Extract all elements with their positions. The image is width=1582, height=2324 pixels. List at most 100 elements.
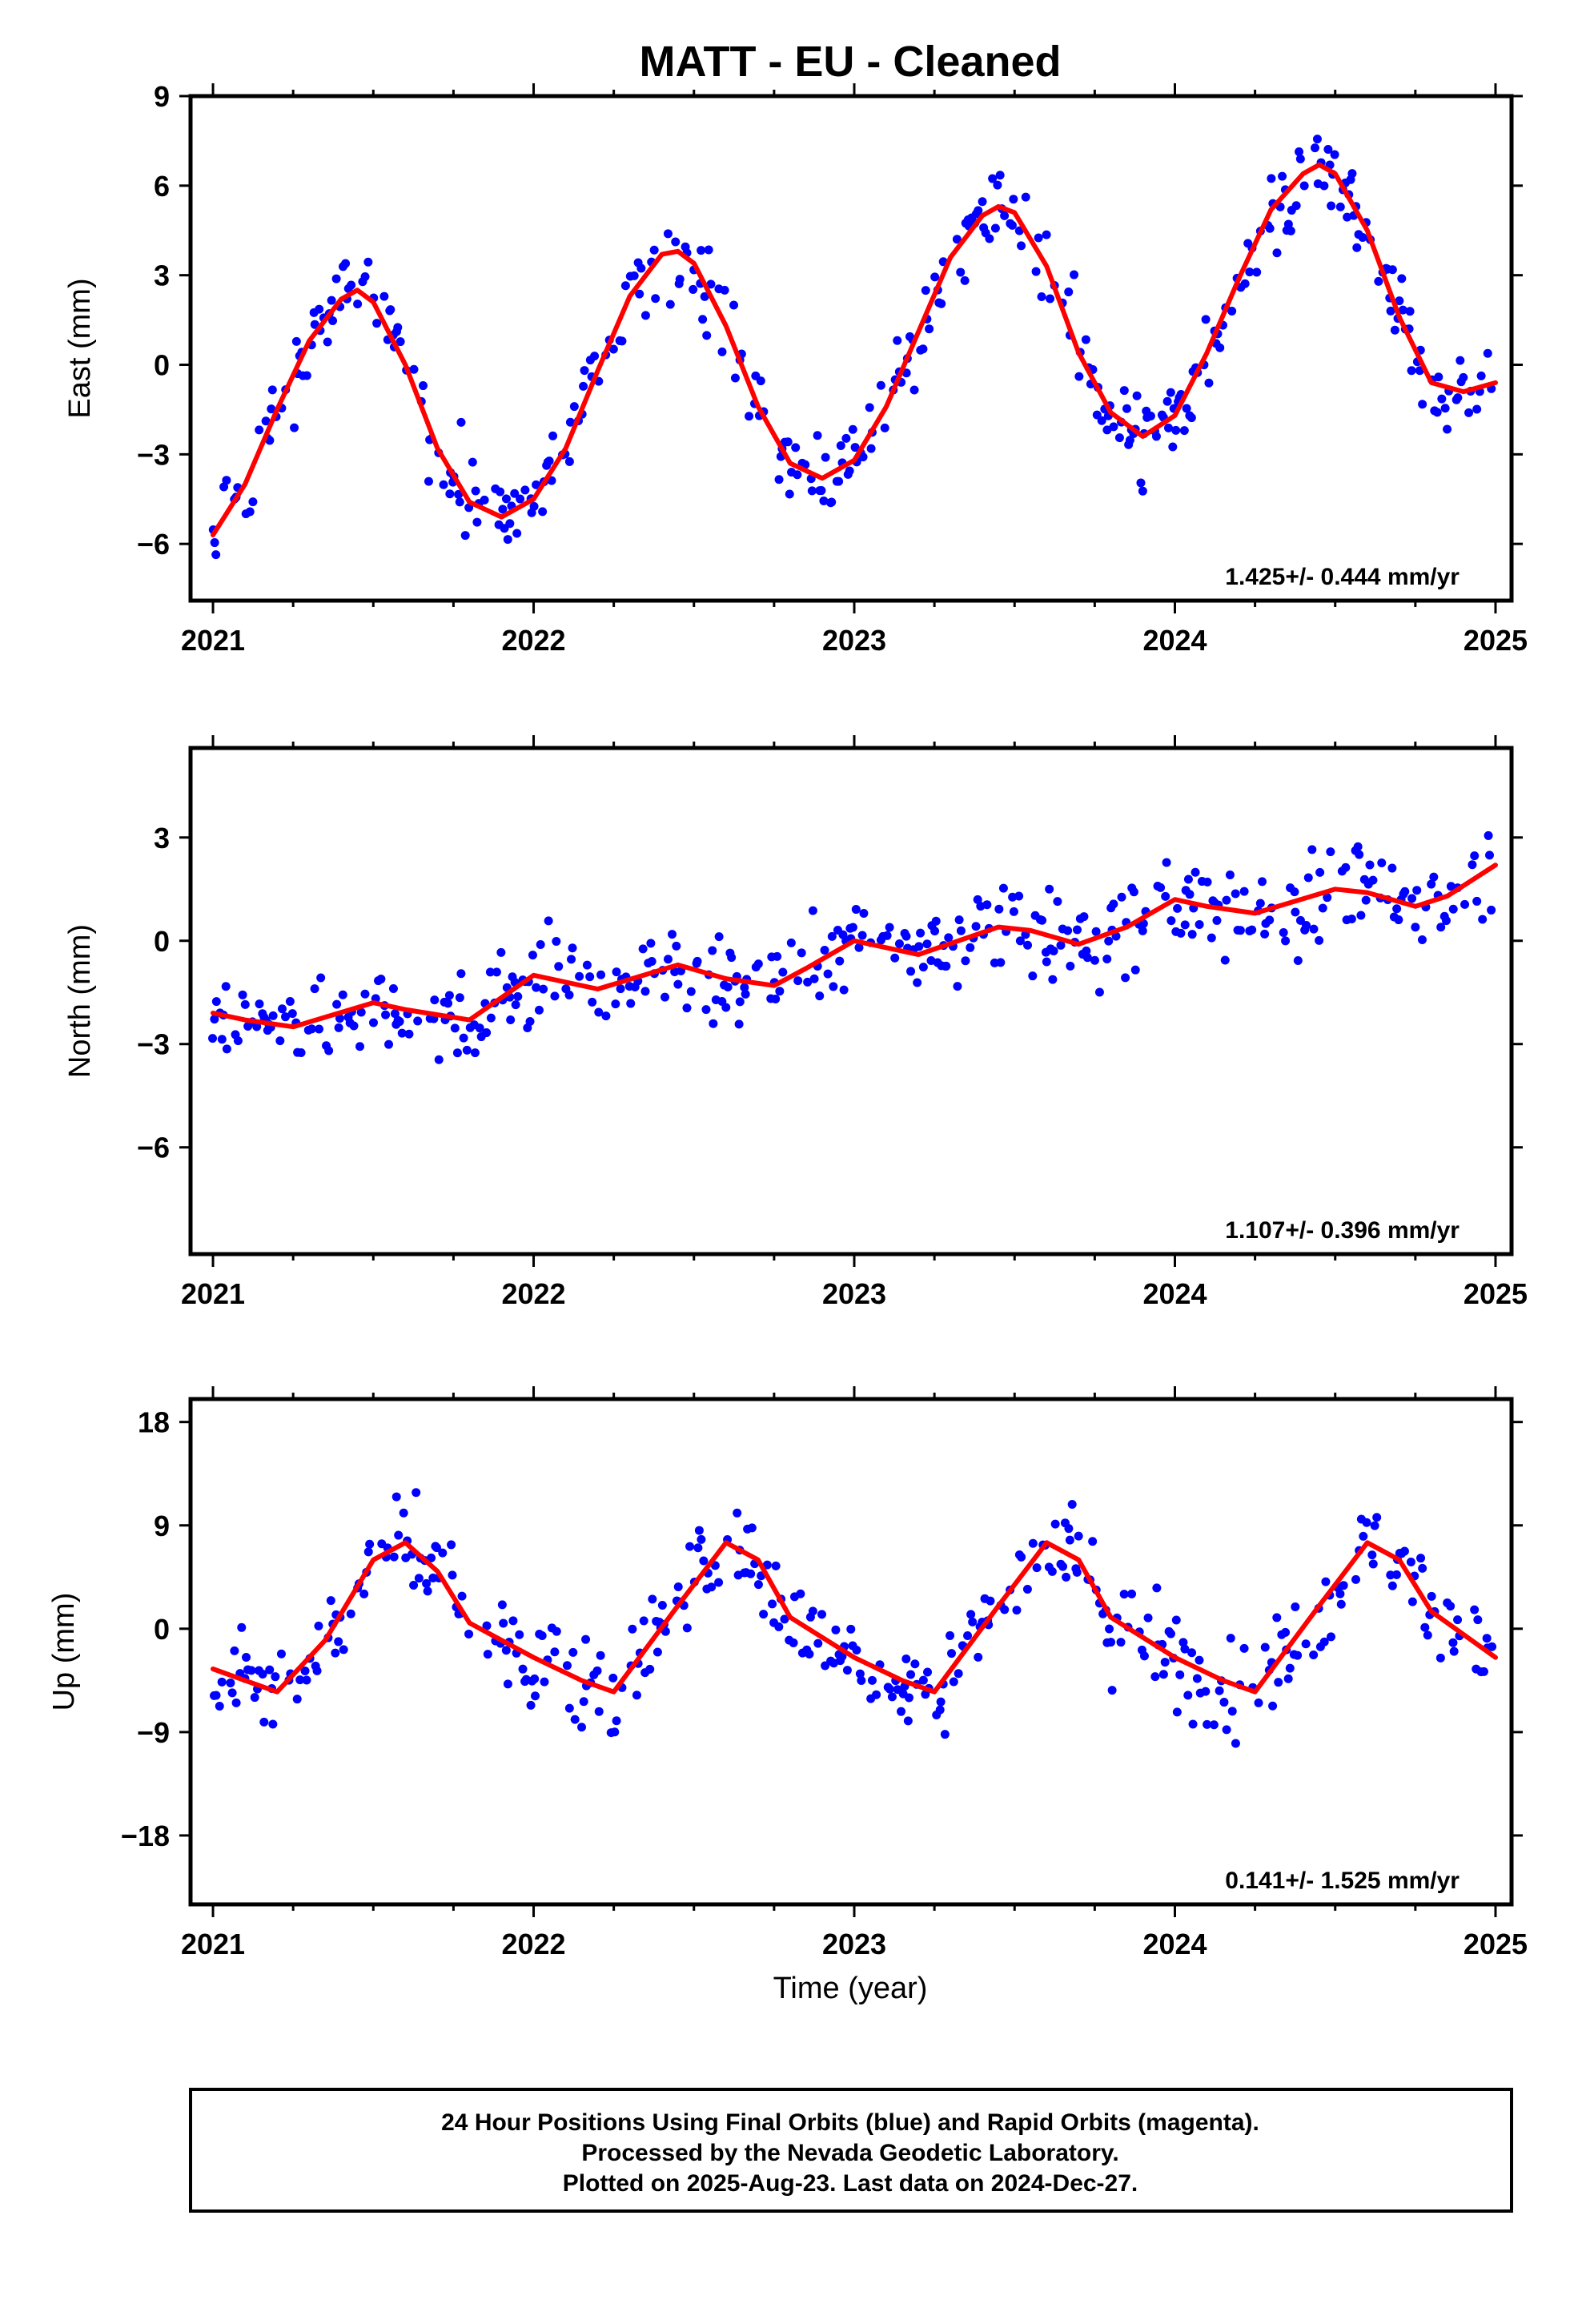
- data-point: [1319, 181, 1329, 191]
- data-layer: [208, 830, 1498, 1064]
- data-point: [1347, 915, 1356, 924]
- data-point: [698, 315, 708, 324]
- data-point: [1125, 436, 1134, 445]
- data-point: [880, 423, 889, 432]
- data-point: [1358, 232, 1367, 242]
- data-point: [1207, 933, 1216, 943]
- data-point: [404, 1029, 414, 1039]
- data-point: [651, 294, 661, 304]
- data-point: [1347, 169, 1357, 179]
- data-point: [882, 931, 892, 940]
- data-point: [454, 489, 464, 499]
- data-point: [973, 895, 982, 904]
- data-point: [640, 311, 650, 320]
- x-tick-label: 2022: [501, 1277, 565, 1310]
- data-point: [536, 939, 545, 949]
- data-point: [1047, 1566, 1057, 1576]
- data-point: [954, 915, 964, 925]
- y-tick-label: 9: [154, 80, 170, 113]
- data-point: [1252, 267, 1262, 277]
- data-point: [505, 519, 515, 529]
- data-point: [1398, 305, 1407, 315]
- data-point: [682, 1003, 692, 1013]
- data-point: [472, 517, 482, 527]
- data-point: [581, 1634, 591, 1644]
- data-point: [409, 1580, 419, 1590]
- data-point: [1031, 267, 1041, 276]
- data-point: [1464, 408, 1474, 417]
- data-point: [240, 999, 250, 1009]
- data-layer: [210, 1488, 1498, 1748]
- data-point: [226, 1678, 235, 1687]
- data-point: [645, 1664, 655, 1674]
- data-point: [503, 1679, 512, 1689]
- data-point: [506, 1015, 516, 1025]
- data-point: [1484, 830, 1493, 840]
- data-point: [1105, 1624, 1114, 1634]
- data-point: [456, 969, 466, 979]
- data-point: [1326, 847, 1335, 857]
- data-point: [326, 1596, 335, 1606]
- data-point: [412, 1488, 421, 1498]
- data-point: [210, 1015, 219, 1024]
- data-point: [1138, 926, 1147, 935]
- data-point: [267, 385, 277, 395]
- data-point: [291, 336, 301, 346]
- data-point: [1303, 873, 1313, 883]
- data-point: [1258, 877, 1267, 887]
- data-point: [1247, 925, 1257, 935]
- data-layer: [208, 135, 1498, 560]
- data-point: [250, 1693, 259, 1703]
- data-point: [492, 967, 501, 977]
- data-point: [501, 494, 511, 504]
- data-point: [268, 1011, 278, 1020]
- data-point: [1156, 883, 1166, 892]
- data-point: [1066, 961, 1075, 971]
- data-point: [277, 1004, 287, 1014]
- data-point: [1186, 413, 1196, 423]
- data-point: [211, 997, 221, 1007]
- data-point: [1260, 929, 1270, 939]
- data-point: [575, 971, 584, 981]
- data-point: [931, 916, 941, 926]
- data-point: [771, 994, 781, 1003]
- data-point: [1138, 486, 1147, 496]
- data-point: [1291, 201, 1301, 211]
- x-tick-label: 2021: [181, 1277, 245, 1310]
- data-point: [1351, 1574, 1361, 1584]
- data-point: [275, 1036, 285, 1046]
- data-point: [1446, 1602, 1456, 1611]
- data-point: [1456, 356, 1465, 365]
- data-point: [1488, 1642, 1497, 1651]
- data-point: [701, 1005, 711, 1015]
- rate-label: 1.425+/- 0.444 mm/yr: [1225, 564, 1460, 590]
- data-point: [947, 1649, 957, 1659]
- data-point: [422, 1578, 432, 1588]
- data-point: [914, 942, 924, 951]
- data-point: [1209, 1720, 1219, 1730]
- data-point: [839, 985, 849, 995]
- data-point: [457, 1591, 467, 1601]
- data-point: [413, 1016, 423, 1026]
- data-point: [482, 1028, 492, 1038]
- data-point: [261, 416, 271, 426]
- data-point: [668, 930, 677, 939]
- data-point: [885, 923, 894, 932]
- data-point: [368, 1018, 378, 1027]
- data-point: [1065, 1535, 1074, 1545]
- data-point: [255, 425, 264, 435]
- data-point: [842, 1666, 852, 1675]
- data-point: [579, 381, 588, 391]
- data-point: [733, 1508, 742, 1518]
- data-point: [1315, 867, 1325, 877]
- data-point: [717, 347, 727, 356]
- data-point: [1487, 905, 1496, 915]
- data-point: [424, 476, 433, 486]
- data-point: [930, 927, 940, 936]
- data-point: [394, 1530, 404, 1540]
- data-point: [399, 1508, 408, 1518]
- data-point: [456, 417, 466, 427]
- data-point: [1050, 1519, 1060, 1529]
- data-point: [1203, 1719, 1212, 1729]
